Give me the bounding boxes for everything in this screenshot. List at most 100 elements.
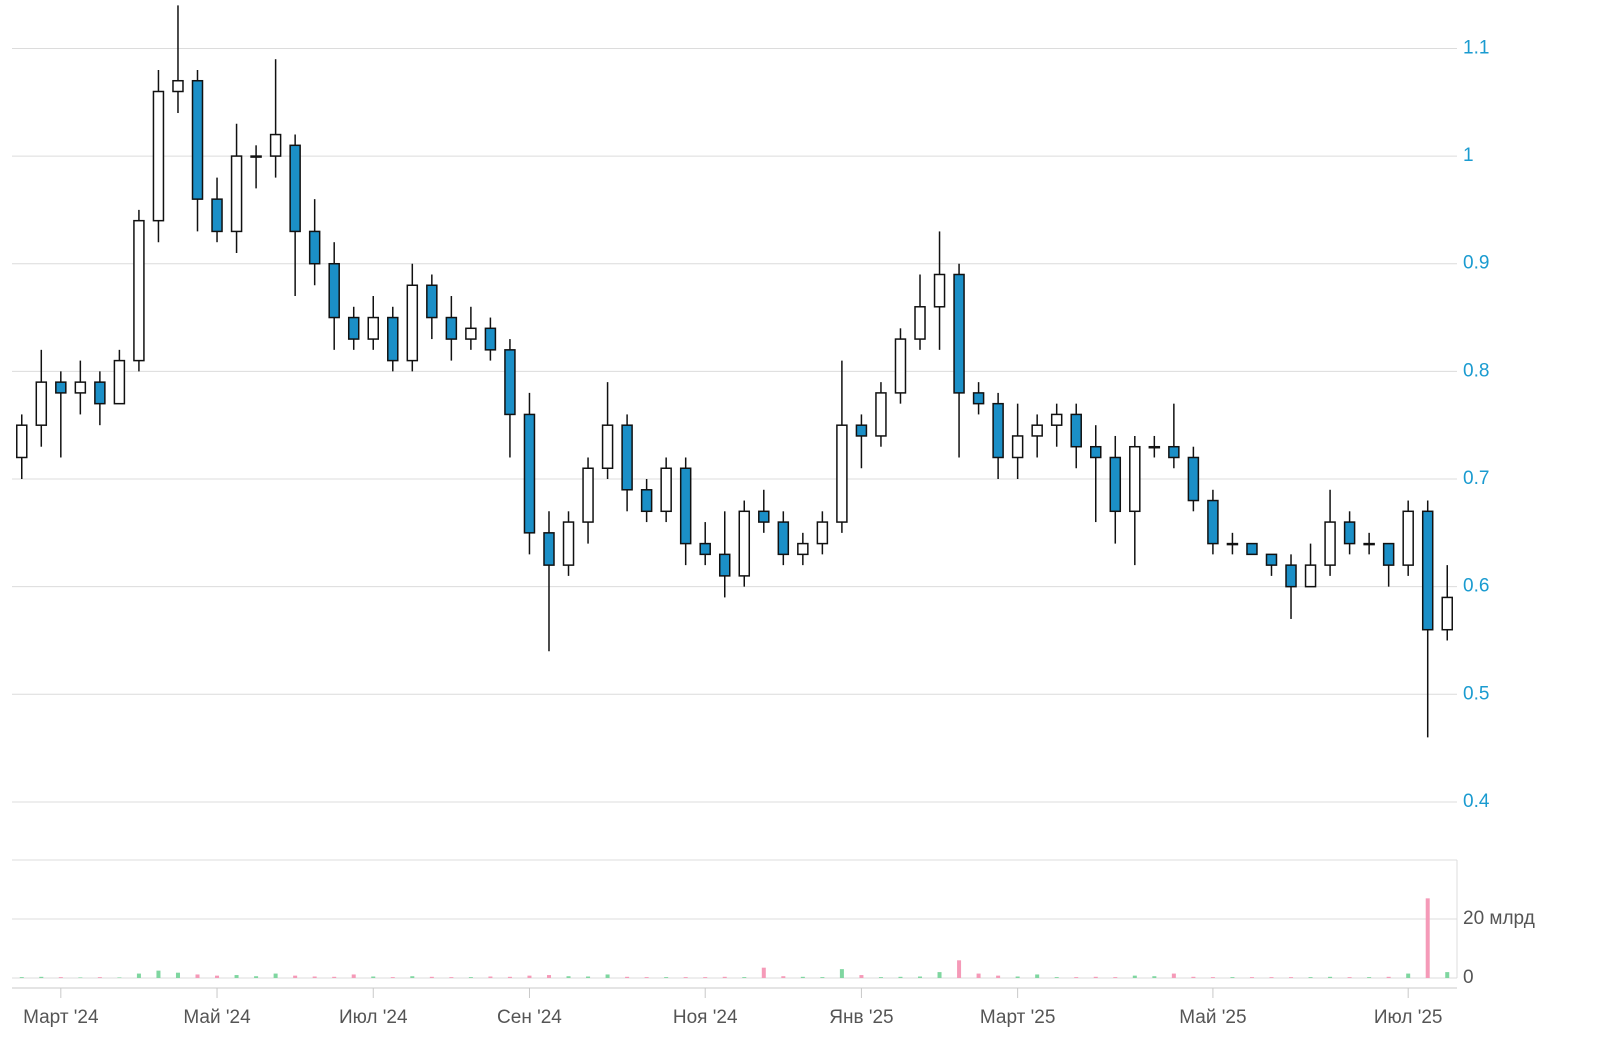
volume-bar [273,973,278,978]
candle-body [1090,445,1102,459]
x-tick-label: Ноя '24 [673,1007,738,1028]
volume-bar [78,977,83,978]
volume-bar [1367,977,1372,978]
volume-bar [957,960,962,978]
candle-body [718,553,731,577]
volume-bar [215,975,220,978]
candle-body [308,230,321,265]
candle-body [269,133,282,157]
candle-body [1382,542,1395,566]
volume-bar [898,976,903,978]
volume-bar [820,977,825,978]
candle-body [1148,445,1161,449]
volume-bar [878,977,883,978]
candle-body [152,90,165,222]
candle-body [640,489,653,513]
volume-bar [1113,977,1118,978]
volume-bar [683,977,688,978]
candle-body [523,413,536,534]
candle-body [484,327,497,351]
x-tick-label: Май '24 [183,1007,251,1028]
volume-bar [1445,972,1450,978]
candle-body [758,510,770,523]
candle-body [1226,542,1239,546]
volume-bar [1328,976,1333,978]
volume-bar [1347,977,1352,978]
y-tick-label: 1 [1463,145,1474,166]
candle-body [55,381,67,394]
candle-body [387,316,399,362]
volume-bar [1191,976,1196,978]
y-tick-label: 0.9 [1463,253,1489,274]
candle-body [953,273,965,394]
volume-bar [332,976,337,978]
volume-bar [488,976,493,978]
volume-bar [1074,977,1079,978]
candle-body [1441,596,1453,631]
volume-bar [586,976,591,978]
candle-body [562,521,575,566]
volume-bar [761,967,766,978]
candle-body [35,381,48,426]
candle-body [74,381,87,394]
volume-bar [742,977,747,978]
candle-body [1070,413,1082,448]
volume-bar [859,975,864,978]
volume-bar [839,969,844,978]
x-tick-label: Май '25 [1179,1007,1246,1028]
candle-body [738,510,751,577]
x-tick-label: Март '25 [980,1007,1056,1028]
candle-body [875,392,887,437]
volume-bar [312,976,317,978]
volume-bar [58,977,63,978]
candle-body [1343,521,1356,545]
volume-bar [703,977,708,978]
volume-bar [918,976,923,978]
candle-body [1011,435,1024,459]
volume-bar [781,976,786,978]
candle-body [777,521,790,556]
y-tick-label: 0.7 [1463,468,1489,489]
volume-bar [371,976,376,978]
volume-bar [605,974,610,978]
volume-bar [937,972,942,978]
candle-body [1265,553,1278,566]
volume-bar [976,973,981,978]
candle-body [230,155,243,233]
volume-bar [1171,973,1176,978]
candle-body [16,424,28,459]
candle-body [914,306,926,340]
volume-bar [293,975,298,978]
x-tick-label: Июл '24 [339,1007,408,1028]
x-tick-label: Июл '25 [1374,1007,1443,1028]
candle-body [1050,413,1063,426]
volume-bar [1035,974,1040,978]
candle-body [543,532,555,566]
volume-bar [156,970,161,978]
candle-body [1187,456,1200,502]
volume-bar [1386,976,1391,978]
candle-body [1129,445,1141,513]
volume-bar [1210,977,1215,978]
volume-bar [254,976,259,978]
volume-bar [644,977,649,978]
candle-body [1421,510,1434,631]
volume-bar [390,977,395,978]
candle-body [191,79,204,200]
candle-body [660,467,672,513]
volume-bar [410,976,415,978]
candle-body [1168,445,1180,459]
volume-bar [546,975,551,978]
candle-body [972,392,985,405]
candle-body [426,284,438,319]
volume-bar [97,977,102,978]
candle-body [1109,456,1122,513]
volume-bar [1249,977,1254,978]
volume-bar [449,977,454,978]
candle-body [816,521,829,545]
volume-tick-label: 0 [1463,967,1474,988]
volume-bar [429,976,434,978]
volume-bar [175,972,180,978]
y-tick-label: 1.1 [1463,37,1489,58]
